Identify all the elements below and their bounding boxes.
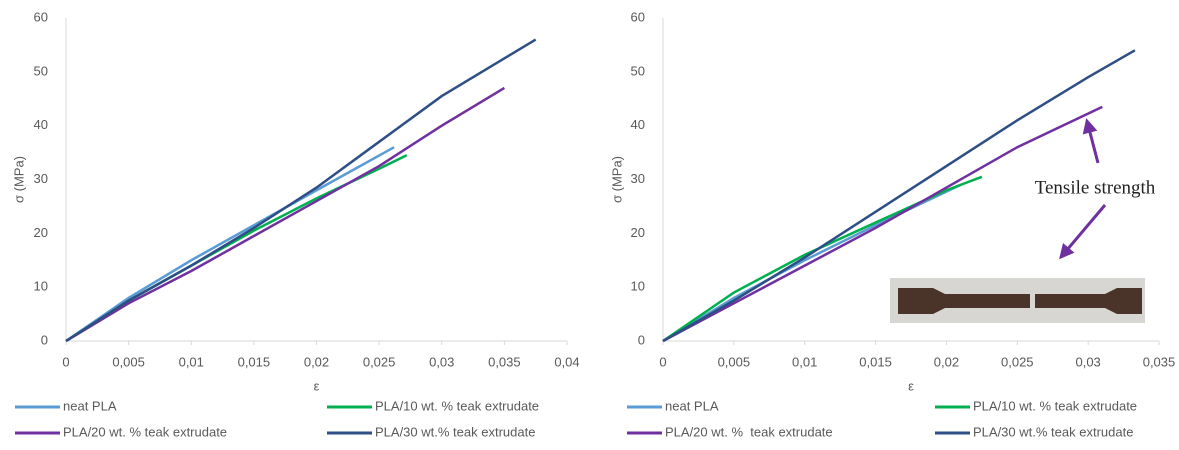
legend-label: PLA/20 wt. % teak extrudate bbox=[665, 424, 833, 439]
legend-label: neat PLA bbox=[63, 398, 117, 413]
x-tick-label: 0,015 bbox=[859, 354, 892, 369]
x-tick-label: 0,005 bbox=[112, 354, 145, 369]
legend-label: PLA/30 wt.% teak extrudate bbox=[375, 424, 535, 439]
x-tick-label: 0,035 bbox=[1143, 354, 1176, 369]
y-tick-label: 40 bbox=[34, 117, 48, 132]
series-line bbox=[662, 49, 1136, 343]
series-line bbox=[65, 38, 537, 343]
arrow bbox=[1059, 204, 1107, 260]
y-axis-label: σ (MPa) bbox=[609, 156, 624, 203]
y-tick-label: 30 bbox=[631, 171, 645, 186]
legend-label: PLA/20 wt. % teak extrudate bbox=[63, 424, 227, 439]
y-tick-label: 10 bbox=[34, 279, 48, 294]
x-tick-label: 0,035 bbox=[488, 354, 521, 369]
x-tick-label: 0,03 bbox=[1075, 354, 1100, 369]
series-line bbox=[662, 175, 983, 343]
series-line bbox=[65, 86, 506, 343]
specimen-photo bbox=[890, 278, 1145, 323]
y-tick-label: 50 bbox=[631, 63, 645, 78]
x-tick-label: 0,03 bbox=[429, 354, 454, 369]
y-tick-label: 0 bbox=[638, 332, 645, 347]
annotation: Tensile strength bbox=[1035, 177, 1156, 198]
x-tick-label: 0 bbox=[659, 354, 666, 369]
x-axis-label: ε bbox=[908, 378, 914, 393]
y-tick-label: 0 bbox=[41, 332, 48, 347]
series-line bbox=[65, 154, 408, 343]
y-tick-label: 60 bbox=[631, 9, 645, 24]
x-tick-label: 0,04 bbox=[554, 354, 579, 369]
x-tick-label: 0,02 bbox=[304, 354, 329, 369]
series-line bbox=[65, 146, 395, 343]
x-tick-label: 0,01 bbox=[792, 354, 817, 369]
legend-label: PLA/10 wt. % teak extrudate bbox=[375, 398, 539, 413]
x-axis-label: ε bbox=[314, 378, 320, 393]
y-axis-label: σ (MPa) bbox=[11, 156, 26, 203]
x-tick-label: 0,01 bbox=[179, 354, 204, 369]
y-tick-label: 30 bbox=[34, 171, 48, 186]
x-tick-label: 0,015 bbox=[238, 354, 271, 369]
y-tick-label: 60 bbox=[34, 9, 48, 24]
legend-label: neat PLA bbox=[665, 398, 719, 413]
arrow bbox=[1082, 118, 1100, 164]
x-tick-label: 0 bbox=[62, 354, 69, 369]
x-tick-label: 0,025 bbox=[1001, 354, 1034, 369]
series-line bbox=[662, 105, 1103, 343]
y-tick-label: 10 bbox=[631, 279, 645, 294]
legend-label: PLA/30 wt.% teak extrudate bbox=[973, 424, 1133, 439]
x-tick-label: 0,02 bbox=[934, 354, 959, 369]
y-tick-label: 20 bbox=[34, 225, 48, 240]
y-tick-label: 50 bbox=[34, 63, 48, 78]
legend-label: PLA/10 wt. % teak extrudate bbox=[973, 398, 1137, 413]
x-tick-label: 0,005 bbox=[718, 354, 751, 369]
x-tick-label: 0,025 bbox=[363, 354, 396, 369]
y-tick-label: 40 bbox=[631, 117, 645, 132]
y-tick-label: 20 bbox=[631, 225, 645, 240]
